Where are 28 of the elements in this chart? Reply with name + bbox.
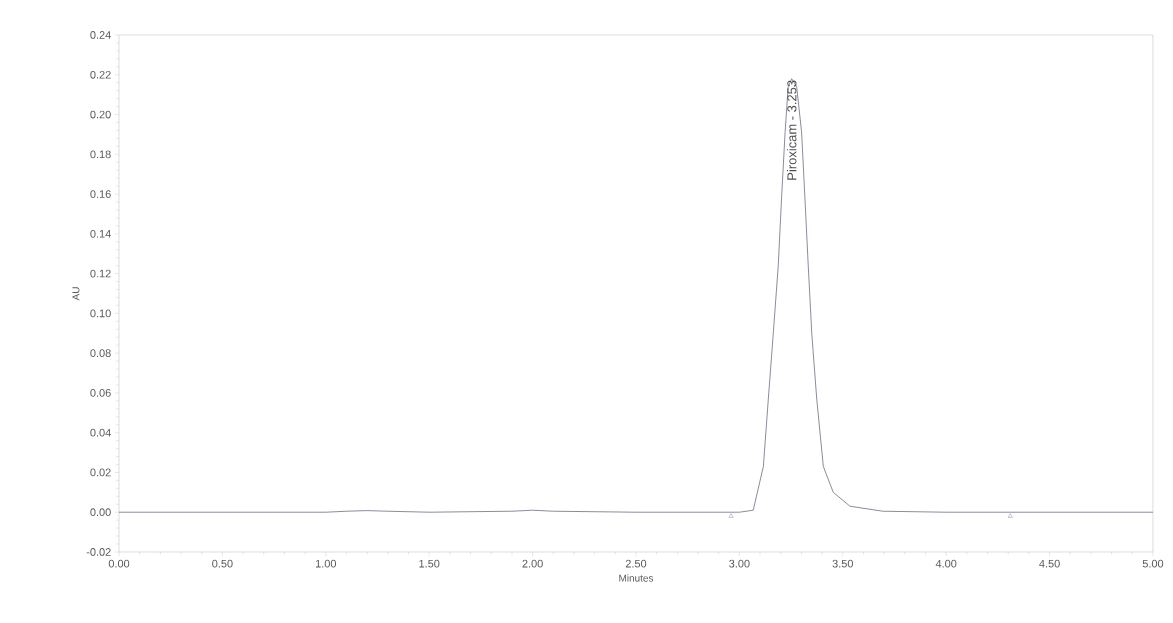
y-tick-label: 0.16 (90, 190, 111, 198)
annotation: Piroxicam - 3.253 (786, 80, 797, 180)
y-axis-title: AU (72, 287, 80, 301)
y-tick-label: 0.10 (90, 309, 111, 318)
y-tick-label: 0.22 (90, 70, 111, 79)
x-tick-label: 5.00 (1142, 559, 1164, 568)
y-tick-label: 0.00 (90, 508, 111, 517)
y-tick-label: 0.06 (90, 389, 111, 397)
x-tick-label: 4.00 (935, 559, 957, 568)
x-tick-label: 3.00 (729, 559, 750, 568)
x-tick-label: 0.00 (108, 559, 130, 568)
y-tick-label: 0.08 (90, 349, 111, 358)
x-tick-label: 2.50 (625, 559, 647, 568)
y-tick-label: -0.02 (86, 548, 111, 556)
y-tick-label: 0.20 (90, 110, 111, 119)
y-tick-label: 0.12 (90, 269, 111, 278)
x-tick-label: 4.50 (1039, 559, 1060, 568)
x-axis-title: Minutes (619, 574, 654, 582)
x-tick-label: 1.00 (315, 559, 337, 568)
x-tick-label: 2.00 (522, 559, 543, 568)
y-tick-label: 0.18 (90, 150, 111, 159)
x-tick-label: 1.50 (419, 559, 440, 568)
y-tick-label: 0.04 (90, 428, 111, 437)
x-tick-label: 0.50 (212, 559, 233, 568)
y-tick-label: 0.02 (90, 468, 111, 477)
y-tick-label: 0.24 (90, 31, 111, 39)
x-tick-label: 3.50 (832, 559, 853, 568)
y-tick-label: 0.14 (90, 229, 111, 238)
